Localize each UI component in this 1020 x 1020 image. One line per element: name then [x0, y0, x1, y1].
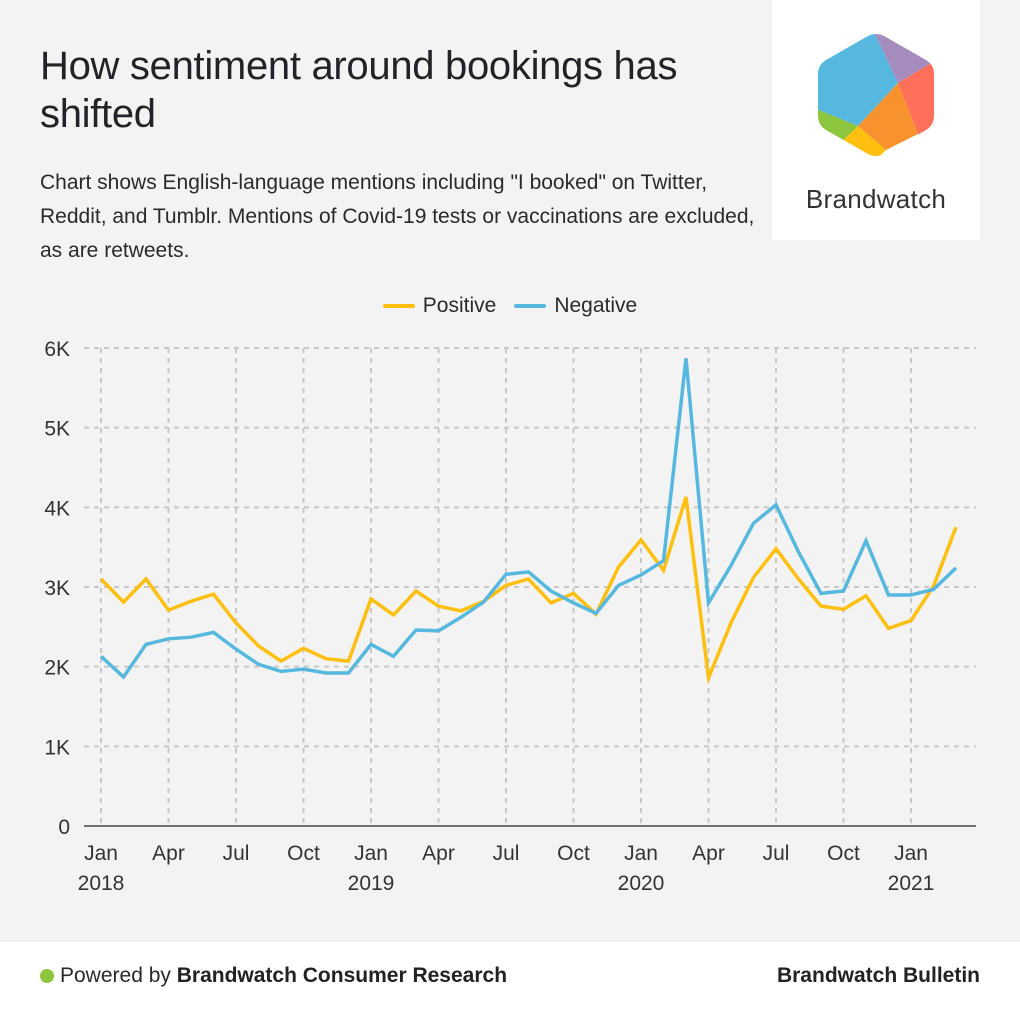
legend-swatch-positive [382, 304, 415, 308]
legend-item-positive[interactable]: Positive [382, 294, 497, 318]
x-tick-label: Jul [223, 842, 250, 865]
chart-legend: Positive Negative [0, 294, 1020, 318]
y-tick-label: 0 [58, 816, 70, 839]
x-tick-label: Apr [422, 842, 455, 865]
chart-grid [84, 347, 976, 826]
footer-bar: Powered by Brandwatch Consumer Research … [0, 942, 1020, 1020]
logo-segment-blue [818, 34, 898, 126]
x-tick-label: Oct [287, 842, 320, 865]
x-tick-label: Oct [827, 842, 860, 865]
legend-label-positive: Positive [422, 294, 497, 317]
status-dot-icon [40, 969, 54, 983]
y-tick-label: 4K [44, 497, 70, 520]
x-tick-label: Jan [354, 842, 388, 865]
y-tick-label: 3K [44, 577, 70, 600]
y-tick-label: 2K [44, 657, 70, 680]
y-tick-label: 1K [44, 736, 70, 759]
series-line-positive [99, 496, 958, 685]
x-tick-year-label: 2020 [618, 872, 665, 895]
x-tick-label: Jul [493, 842, 520, 865]
logo-segment-orange [858, 83, 918, 150]
publisher-name: Brandwatch Bulletin [776, 964, 980, 987]
y-axis: 0 1K 2K 3K 4K 5K 6K [44, 338, 70, 839]
chart-series [99, 358, 958, 685]
line-chart: 0 1K 2K 3K 4K 5K 6K Jan 2018 Apr Jul Oct Jan 2019 Apr… [44, 338, 976, 895]
legend-item-negative[interactable]: Negative [514, 294, 637, 318]
x-tick-year-label: 2019 [348, 872, 395, 895]
x-tick-label: Jan [894, 842, 928, 865]
x-tick-label: Oct [557, 842, 590, 865]
legend-label-negative: Negative [554, 294, 638, 317]
x-tick-label: Jan [84, 842, 118, 865]
powered-by-brand: Brandwatch Consumer Research [176, 964, 508, 987]
chart-title: How sentiment around bookings has shifte… [40, 44, 678, 136]
legend-swatch-negative [514, 304, 547, 308]
y-tick-label: 5K [44, 418, 70, 441]
x-tick-year-label: 2021 [888, 872, 935, 895]
x-tick-label: Apr [692, 842, 725, 865]
brandwatch-hexagon-logo-icon [818, 34, 934, 156]
x-tick-label: Jan [624, 842, 658, 865]
powered-by-prefix: Powered by [60, 964, 171, 987]
y-tick-label: 6K [44, 338, 70, 361]
powered-by: Powered by Brandwatch Consumer Research [40, 964, 507, 988]
x-axis: Jan 2018 Apr Jul Oct Jan 2019 Apr Jul Oct Jan 2020 A… [78, 825, 976, 895]
brand-logo-panel: Brandwatch [772, 0, 980, 240]
logo-segment-red [898, 60, 934, 140]
x-tick-label: Jul [763, 842, 790, 865]
series-line-negative [99, 358, 958, 680]
brand-logo-text: Brandwatch [805, 184, 947, 214]
chart-subtitle: Chart shows English-language mentions in… [40, 171, 755, 262]
x-tick-label: Apr [152, 842, 185, 865]
x-tick-year-label: 2018 [78, 872, 125, 895]
